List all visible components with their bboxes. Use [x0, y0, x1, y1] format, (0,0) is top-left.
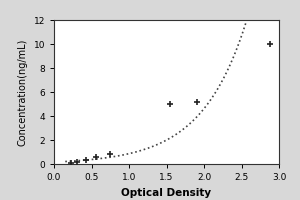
Y-axis label: Concentration(ng/mL): Concentration(ng/mL): [18, 38, 28, 146]
X-axis label: Optical Density: Optical Density: [122, 188, 212, 198]
